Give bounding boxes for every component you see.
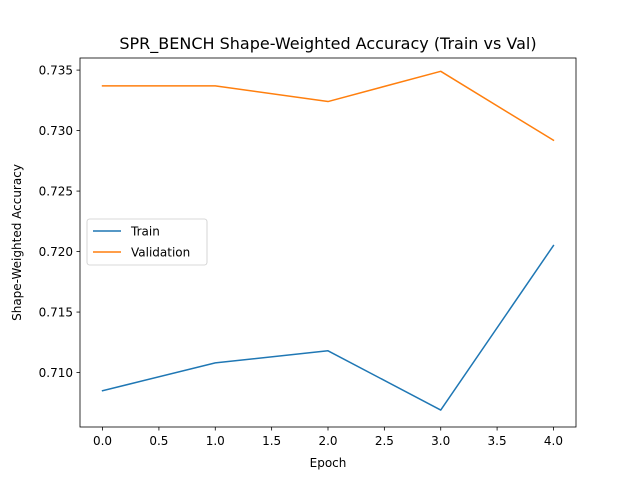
x-tick-label: 2.5 [375,434,394,448]
legend: Train Validation [86,218,208,266]
x-tick-label: 0.5 [149,434,168,448]
y-tick-label: 0.720 [39,245,73,259]
series-line-train [101,244,555,411]
y-axis-ticks: 0.710 0.715 0.720 0.725 0.730 0.735 [39,64,80,380]
y-tick-label: 0.725 [39,185,73,199]
x-tick-label: 1.5 [262,434,281,448]
x-tick-label: 3.5 [488,434,507,448]
series-line-validation [101,70,555,142]
y-tick-label: 0.735 [39,64,73,78]
series-layer [101,70,555,411]
x-tick-label: 2.0 [318,434,337,448]
y-axis-label: Shape-Weighted Accuracy [10,164,24,321]
x-tick-label: 1.0 [206,434,225,448]
x-tick-label: 3.0 [431,434,450,448]
y-tick-label: 0.710 [39,366,73,380]
x-tick-label: 0.0 [93,434,112,448]
y-tick-label: 0.730 [39,124,73,138]
x-axis-ticks: 0.0 0.5 1.0 1.5 2.0 2.5 3.0 3.5 4.0 [93,427,563,448]
chart-title: SPR_BENCH Shape-Weighted Accuracy (Train… [119,34,536,54]
x-tick-label: 4.0 [544,434,563,448]
legend-label-validation: Validation [131,246,190,260]
x-axis-label: Epoch [310,456,347,470]
legend-label-train: Train [130,225,160,239]
y-tick-label: 0.715 [39,306,73,320]
